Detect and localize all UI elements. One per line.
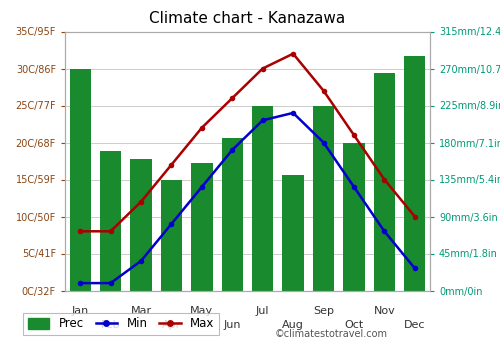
Text: Apr: Apr: [162, 320, 181, 330]
Bar: [222, 138, 243, 290]
Text: ©climatestotravel.com: ©climatestotravel.com: [275, 329, 388, 339]
Text: Nov: Nov: [374, 306, 395, 316]
Bar: [313, 105, 334, 290]
Text: Aug: Aug: [282, 320, 304, 330]
Bar: [374, 72, 395, 290]
Legend: Prec, Min, Max: Prec, Min, Max: [24, 313, 219, 335]
Bar: [282, 175, 304, 290]
Title: Climate chart - Kanazawa: Climate chart - Kanazawa: [150, 11, 346, 26]
Text: May: May: [190, 306, 214, 316]
Bar: [100, 151, 122, 290]
Text: Oct: Oct: [344, 320, 364, 330]
Bar: [252, 105, 274, 290]
Text: Feb: Feb: [101, 320, 120, 330]
Bar: [70, 69, 91, 290]
Text: Dec: Dec: [404, 320, 425, 330]
Bar: [191, 163, 212, 290]
Bar: [130, 159, 152, 290]
Text: Jul: Jul: [256, 306, 270, 316]
Text: Mar: Mar: [130, 306, 152, 316]
Text: Jun: Jun: [224, 320, 241, 330]
Text: Sep: Sep: [313, 306, 334, 316]
Bar: [344, 142, 364, 290]
Bar: [404, 56, 425, 290]
Text: Jan: Jan: [72, 306, 89, 316]
Bar: [161, 180, 182, 290]
